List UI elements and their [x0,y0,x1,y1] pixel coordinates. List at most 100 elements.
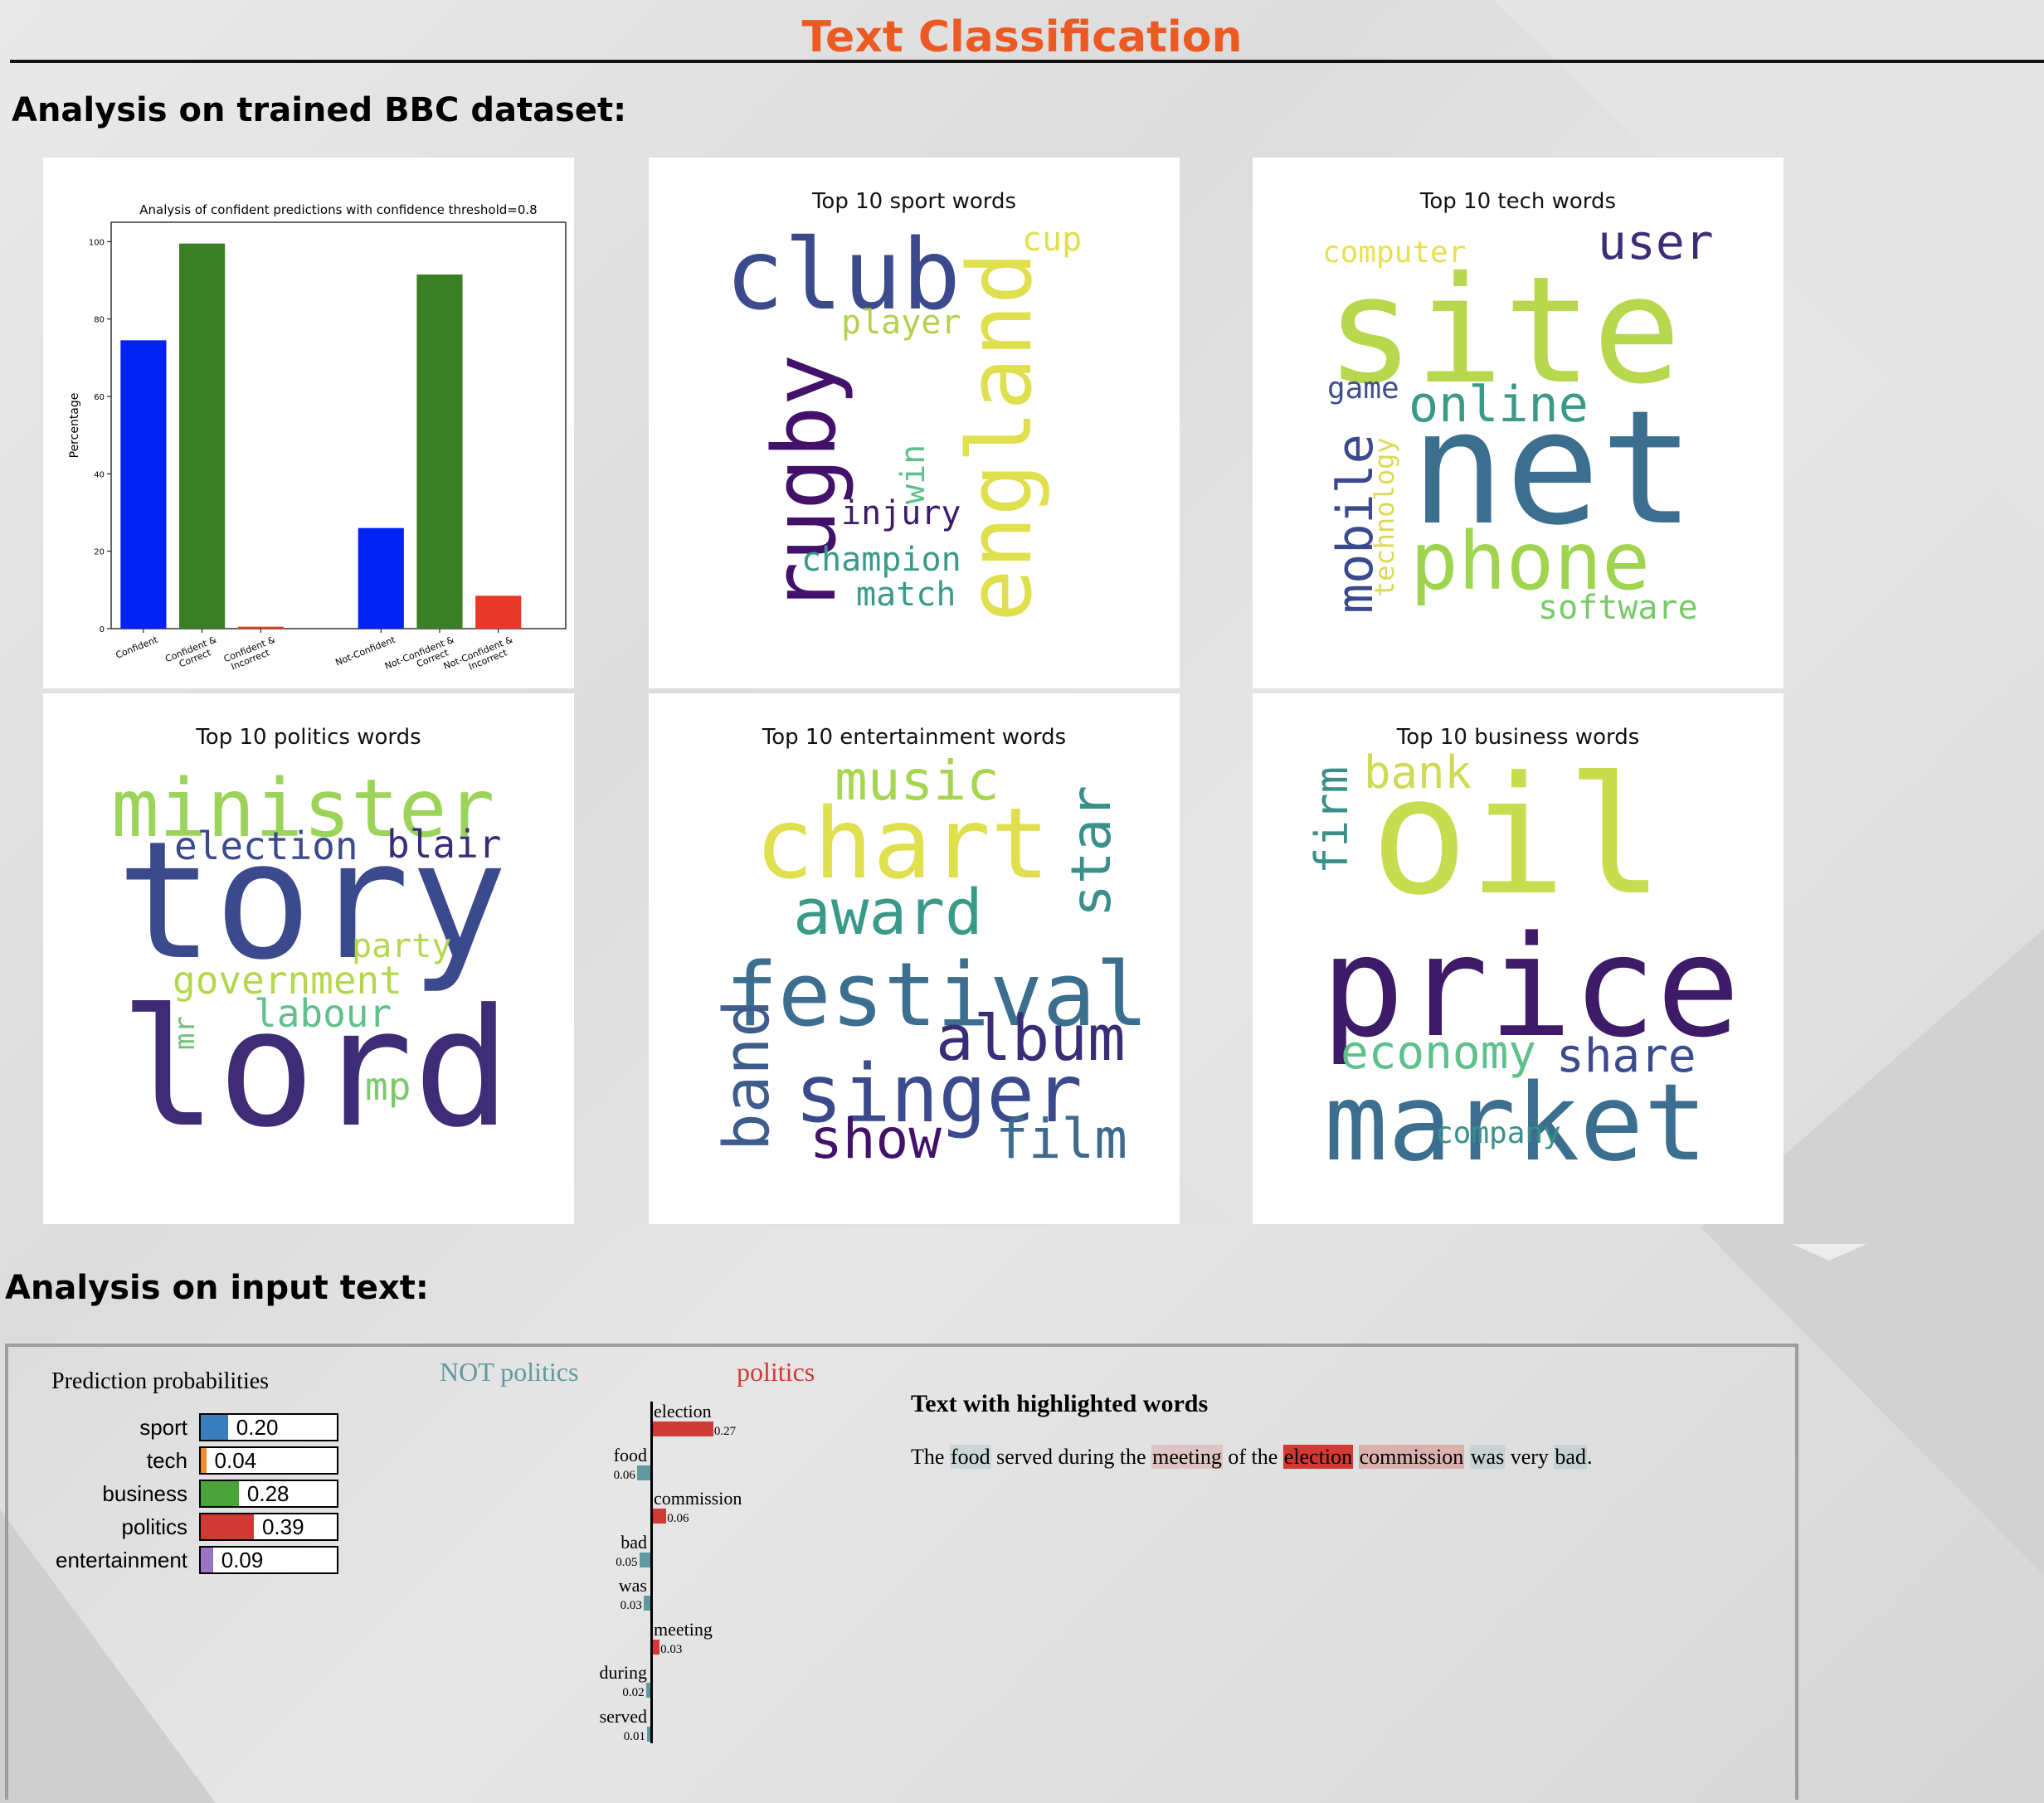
text-segment: The [911,1445,950,1469]
wordcloud-panel-entertainment: Top 10 entertainment words music chart s… [649,693,1180,1224]
wordcloud-panel-sport: Top 10 sport words club england cup play… [649,158,1180,688]
probability-bar: 0.20 [199,1413,338,1441]
wordcloud-word: price [1321,906,1740,1068]
wordcloud-title: Top 10 tech words [1419,189,1617,214]
wordcloud-politics: minister election blair tory party gover… [111,762,511,1164]
wordcloud-word: bank [1364,746,1472,799]
wordcloud-word: game [1327,372,1399,406]
wordcloud-panel-business: Top 10 business words bank firm oil pric… [1253,693,1784,1224]
bar [475,595,522,629]
wordcloud-word: music [835,749,1000,813]
text-segment: . [1586,1445,1593,1469]
wordcloud-sport: club england cup player rugby win injury… [725,217,1082,622]
wordcloud-word: government [173,958,402,1003]
feature-label: bad [620,1531,647,1553]
wordcloud-entertainment: music chart star award festival band alb… [709,749,1149,1171]
feature-bar [653,1639,660,1655]
probability-bar-fill [201,1481,239,1506]
confidence-chart-panel: Analysis of confident predictions with c… [43,158,574,688]
wordcloud-word: win [894,445,932,504]
text-segment: served during the [990,1445,1152,1469]
feature-value: 0.03 [660,1642,683,1656]
wordcloud-title: Top 10 sport words [811,189,1017,214]
feature-label: commission [654,1488,742,1509]
probability-label: tech [146,1448,187,1473]
probability-row-entertainment: entertainment 0.09 [56,1546,340,1574]
politics-label: politics [737,1357,815,1387]
feature-label: meeting [654,1618,713,1640]
bar [120,340,167,629]
y-tick-label: 100 [89,238,105,247]
not-politics-label: NOT politics [440,1357,579,1387]
probability-bar: 0.39 [199,1513,338,1541]
title-divider [10,60,2044,63]
probability-bar-fill [201,1448,207,1473]
wordcloud-word: site [1326,245,1681,416]
feature-value: 0.02 [622,1686,645,1699]
wordcloud-word: computer [1322,236,1466,270]
section-heading-input: Analysis on input text: [5,1269,429,1307]
wordcloud-word: mobile [1326,434,1385,614]
wordcloud-word: labour [254,991,392,1036]
wordcloud-word: player [841,304,961,342]
feature-value: 0.27 [713,1425,737,1438]
probability-value: 0.04 [214,1448,257,1473]
highlighted-word: was [1469,1445,1506,1469]
prediction-probabilities-title: Prediction probabilities [51,1368,270,1394]
bar [358,527,404,629]
wordcloud-word: software [1538,589,1698,627]
feature-value: 0.01 [623,1729,645,1743]
wordcloud-word: champion [801,541,961,579]
wordcloud-word: oil [1370,742,1664,931]
highlighted-word: food [949,1445,991,1469]
y-axis-label: Percentage [68,393,81,459]
bar [237,626,284,629]
feature-label: during [599,1662,647,1683]
text-segment [1353,1445,1359,1469]
wordcloud-word: minister [111,762,494,855]
feature-bar [636,1465,650,1480]
wordcloud-word: england [949,251,1051,622]
feature-value: 0.06 [667,1512,689,1525]
wordcloud-word: online [1409,376,1589,434]
y-tick-label: 20 [94,548,105,557]
feature-axis [650,1402,653,1743]
feature-value: 0.03 [620,1599,642,1612]
wordcloud-word: star [1059,785,1123,917]
feature-bar [647,1726,650,1742]
probability-label: politics [121,1514,187,1539]
probability-row-sport: sport 0.20 [139,1413,340,1441]
wordcloud-word: show [810,1107,942,1171]
wordcloud-word: firm [1306,766,1358,874]
wordcloud-word: mr [168,1016,202,1050]
wordcloud-panel-tech: Top 10 tech words computer user site gam… [1253,158,1784,688]
wordcloud-word: share [1556,1029,1696,1083]
highlighted-text-title: Text with highlighted words [911,1390,1209,1417]
probability-value: 0.28 [246,1481,290,1506]
wordcloud-panel-politics: Top 10 politics words minister election … [43,693,574,1224]
highlighted-word: commission [1358,1445,1465,1469]
y-tick-label: 80 [94,316,105,325]
wordcloud-word: lord [119,974,511,1164]
wordcloud-word: economy [1341,1026,1536,1080]
wordcloud-word: phone [1410,515,1650,608]
wordcloud-word: election [174,824,358,868]
wordcloud-word: injury [841,494,961,532]
x-tick-label: Confident &Incorrect [222,634,280,674]
wordcloud-title: Top 10 business words [1396,725,1640,750]
feature-label: election [654,1401,712,1422]
probability-bar-fill [201,1548,213,1572]
y-tick-label: 40 [94,470,105,479]
highlighted-word: meeting [1151,1445,1223,1469]
feature-label: served [599,1705,647,1727]
probability-label: entertainment [56,1548,187,1572]
probability-row-tech: tech 0.04 [147,1446,340,1475]
highlighted-word: bad [1554,1445,1587,1469]
feature-bar [643,1596,650,1611]
wordcloud-word: festival [725,944,1149,1046]
wordcloud-word: club [725,217,961,332]
lime-explanation-panel: Prediction probabilities sport 0.20 tech 0.… [5,1344,1798,1800]
chart-title: Analysis of confident predictions with c… [139,202,537,217]
wordcloud-word: tory [116,807,508,996]
wordcloud-word: rugby [754,354,855,614]
